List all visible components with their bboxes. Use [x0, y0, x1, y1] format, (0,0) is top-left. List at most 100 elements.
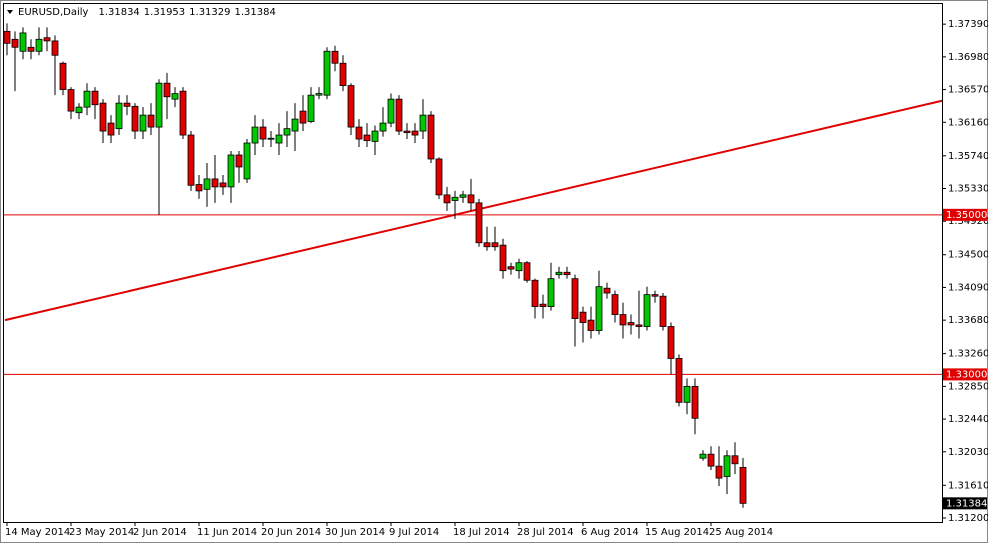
candle-body: [155, 82, 163, 128]
candle-body: [227, 154, 235, 188]
candle-body: [115, 102, 123, 130]
candle-body: [427, 114, 435, 160]
candle-body: [699, 453, 707, 459]
candle-body: [739, 467, 747, 504]
candle-body: [107, 122, 115, 136]
candle-body: [187, 134, 195, 186]
candle-body: [11, 38, 19, 48]
candle-body: [275, 134, 283, 144]
candle-body: [555, 271, 563, 276]
candle-body: [619, 314, 627, 326]
candle-body: [419, 114, 427, 132]
x-tick-label: 23 May 2014: [69, 527, 134, 538]
header-value: 1.31384: [235, 7, 276, 18]
candle-body: [443, 194, 451, 204]
candle-body: [3, 30, 11, 44]
candle-body: [147, 114, 155, 128]
candle-body: [731, 455, 739, 465]
candle-body: [347, 85, 355, 128]
candle-body: [475, 202, 483, 244]
candle-body: [203, 178, 211, 190]
candle-body: [67, 89, 75, 112]
y-tick-label: 1.33680: [948, 315, 988, 326]
candle-body: [595, 286, 603, 331]
x-tick-label: 15 Aug 2014: [645, 527, 709, 538]
candle-body: [683, 385, 691, 403]
candle-body: [467, 194, 475, 204]
menu-arrow: [7, 10, 13, 14]
y-tick-label: 1.37390: [948, 19, 988, 30]
candle-body: [627, 322, 635, 326]
y-tick-label: 1.35330: [948, 184, 988, 195]
y-tick-label: 1.36570: [948, 85, 988, 96]
candle-body: [603, 287, 611, 294]
candle-body: [411, 130, 419, 136]
x-tick-label: 9 Jul 2014: [389, 527, 439, 538]
candle-body: [715, 465, 723, 479]
candle-body: [91, 90, 99, 106]
candle-body: [171, 93, 179, 100]
x-tick-label: 25 Aug 2014: [709, 527, 773, 538]
candle-body: [451, 196, 459, 201]
header-value: 1.31953: [144, 7, 185, 18]
price-tag: [943, 368, 987, 381]
candle-body: [379, 122, 387, 132]
candle-body: [667, 326, 675, 359]
candle-body: [459, 194, 467, 198]
candle-body: [507, 266, 515, 270]
x-tick-label: 14 May 2014: [5, 527, 70, 538]
candle-body: [139, 114, 147, 132]
candle-body: [491, 242, 499, 248]
y-tick-label: 1.31200: [948, 513, 988, 524]
candle-body: [531, 279, 539, 307]
candle-body: [27, 46, 35, 52]
candle-body: [371, 130, 379, 142]
candle-body: [723, 455, 731, 477]
price-tag: [943, 208, 987, 221]
candle-body: [267, 137, 275, 140]
candle-body: [483, 242, 491, 248]
candle-body: [291, 118, 299, 132]
y-tick-label: 1.33260: [948, 349, 988, 360]
candle-body: [43, 37, 51, 42]
candle-body: [59, 62, 67, 90]
candle-body: [259, 126, 267, 140]
y-tick-label: 1.36160: [948, 117, 988, 128]
candle-body: [363, 134, 371, 142]
candle-body: [651, 294, 659, 297]
candle-body: [51, 40, 59, 56]
candle-body: [355, 126, 363, 140]
price-tag-label: 1.33000: [946, 369, 987, 380]
plot-border: [3, 3, 943, 523]
candle-body: [243, 142, 251, 180]
candle-body: [19, 32, 27, 52]
y-tick-label: 1.34090: [948, 282, 988, 293]
candle-body: [307, 94, 315, 122]
candle-body: [635, 324, 643, 327]
current-price-label: 1.31384: [946, 498, 987, 509]
candle-body: [579, 311, 587, 323]
y-tick-label: 1.32850: [948, 381, 988, 392]
candle-body: [339, 62, 347, 86]
y-tick-label: 1.32440: [948, 414, 988, 425]
x-tick-label: 30 Jun 2014: [325, 527, 385, 538]
x-tick-label: 28 Jul 2014: [517, 527, 574, 538]
y-tick-label: 1.32030: [948, 447, 988, 458]
candle-body: [403, 130, 411, 134]
candle-body: [563, 271, 571, 276]
candle-body: [75, 106, 83, 114]
x-tick-label: 6 Aug 2014: [581, 527, 639, 538]
candle-body: [35, 38, 43, 52]
candle-body: [163, 82, 171, 98]
header-value: 1.31834: [98, 7, 139, 18]
header-value: 1.31329: [189, 7, 230, 18]
candle-body: [539, 303, 547, 307]
candle-body: [283, 128, 291, 136]
candle-body: [315, 93, 323, 96]
candle-body: [387, 98, 395, 124]
y-tick-label: 1.36980: [948, 52, 988, 63]
y-tick-label: 1.34920: [948, 216, 988, 227]
x-tick-label: 11 Jun 2014: [197, 527, 257, 538]
